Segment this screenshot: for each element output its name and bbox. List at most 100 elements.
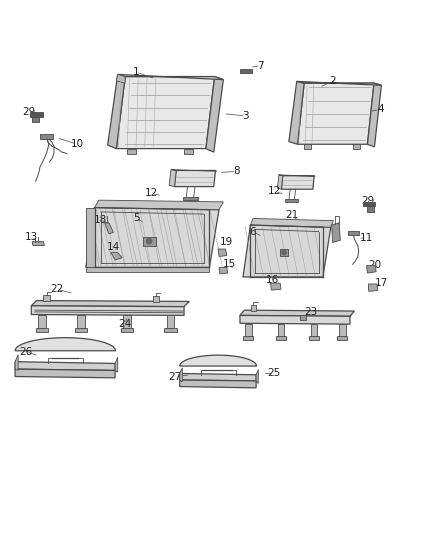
Polygon shape [86, 207, 95, 268]
Polygon shape [174, 171, 215, 187]
Polygon shape [219, 268, 228, 274]
Polygon shape [77, 316, 85, 328]
Text: 8: 8 [233, 166, 240, 176]
Polygon shape [304, 144, 311, 149]
Polygon shape [38, 316, 46, 328]
Polygon shape [240, 310, 354, 316]
Polygon shape [171, 169, 217, 171]
Polygon shape [367, 206, 374, 212]
Polygon shape [240, 316, 350, 324]
Text: 7: 7 [257, 61, 264, 71]
Text: 2: 2 [329, 76, 336, 86]
Text: 18: 18 [94, 215, 107, 225]
Polygon shape [311, 324, 317, 336]
Polygon shape [367, 83, 381, 147]
Text: 6: 6 [250, 227, 256, 237]
Polygon shape [32, 117, 39, 122]
Polygon shape [95, 200, 223, 210]
Polygon shape [251, 305, 256, 311]
Polygon shape [184, 149, 193, 154]
Polygon shape [143, 237, 155, 246]
Polygon shape [367, 265, 376, 273]
Text: 5: 5 [133, 214, 139, 223]
Polygon shape [278, 175, 283, 189]
Text: 3: 3 [242, 111, 248, 121]
Text: 26: 26 [19, 346, 33, 357]
Polygon shape [108, 75, 125, 149]
Polygon shape [363, 202, 375, 206]
Polygon shape [123, 316, 131, 328]
Polygon shape [297, 83, 374, 144]
Text: 1: 1 [133, 67, 139, 77]
Polygon shape [35, 328, 48, 332]
Text: 27: 27 [169, 372, 182, 382]
Polygon shape [164, 328, 177, 332]
Polygon shape [286, 199, 298, 202]
Text: 25: 25 [267, 368, 280, 378]
Polygon shape [289, 82, 304, 144]
Polygon shape [75, 328, 87, 332]
Polygon shape [243, 225, 331, 277]
Polygon shape [169, 169, 176, 187]
Polygon shape [282, 176, 314, 189]
Polygon shape [339, 324, 346, 336]
Text: 11: 11 [360, 233, 373, 243]
Polygon shape [297, 82, 381, 85]
Text: 29: 29 [362, 196, 375, 206]
Polygon shape [15, 362, 115, 370]
Text: 23: 23 [304, 308, 317, 317]
Polygon shape [244, 336, 254, 340]
Polygon shape [111, 253, 122, 260]
Polygon shape [353, 144, 360, 149]
Text: 20: 20 [369, 260, 382, 270]
Polygon shape [15, 354, 18, 370]
Polygon shape [180, 374, 256, 381]
Text: 22: 22 [50, 284, 63, 294]
Polygon shape [280, 249, 288, 256]
Polygon shape [180, 355, 257, 366]
Polygon shape [43, 295, 49, 302]
Polygon shape [115, 357, 118, 372]
Text: 21: 21 [286, 211, 299, 221]
Polygon shape [276, 336, 286, 340]
Text: 19: 19 [220, 238, 233, 247]
Text: 12: 12 [268, 187, 282, 196]
Polygon shape [152, 296, 159, 302]
Polygon shape [279, 175, 315, 176]
Circle shape [282, 251, 286, 255]
Circle shape [147, 239, 152, 244]
Polygon shape [309, 336, 319, 340]
Text: 10: 10 [71, 139, 84, 149]
Polygon shape [337, 336, 347, 340]
Polygon shape [117, 75, 125, 83]
Text: 12: 12 [145, 188, 158, 198]
Polygon shape [271, 283, 281, 290]
Polygon shape [127, 149, 136, 154]
Polygon shape [368, 284, 378, 292]
Polygon shape [118, 75, 223, 79]
Text: 13: 13 [25, 232, 38, 242]
Text: 16: 16 [265, 276, 279, 286]
Polygon shape [32, 241, 44, 246]
Polygon shape [86, 207, 219, 268]
Polygon shape [332, 223, 340, 243]
Polygon shape [278, 324, 285, 336]
Polygon shape [183, 197, 198, 200]
Polygon shape [348, 231, 359, 235]
Polygon shape [256, 369, 258, 384]
Text: 29: 29 [22, 107, 36, 117]
Text: 4: 4 [377, 104, 384, 114]
Polygon shape [31, 301, 189, 306]
Polygon shape [117, 77, 215, 149]
Polygon shape [15, 338, 116, 351]
Polygon shape [166, 316, 174, 328]
Polygon shape [218, 249, 227, 256]
Polygon shape [121, 328, 133, 332]
Polygon shape [180, 368, 182, 382]
Polygon shape [206, 77, 223, 152]
Polygon shape [105, 223, 113, 234]
Polygon shape [251, 219, 333, 227]
Text: 24: 24 [119, 319, 132, 329]
Polygon shape [30, 112, 42, 117]
Polygon shape [180, 380, 256, 388]
